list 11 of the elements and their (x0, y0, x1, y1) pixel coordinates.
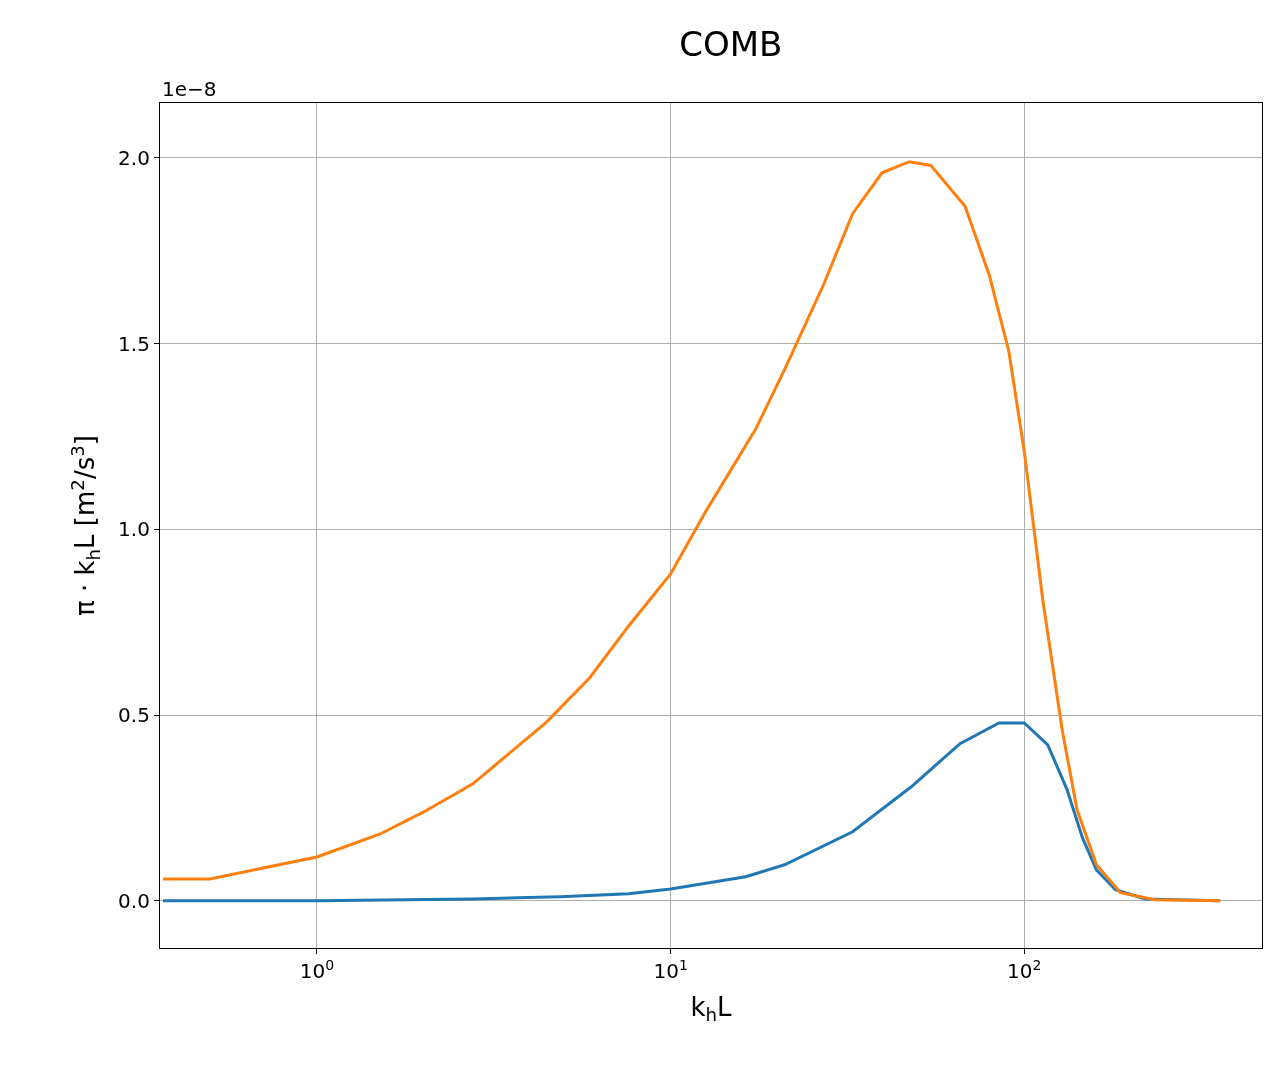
y-tick-label: 1.5 (118, 331, 150, 356)
y-tick-label: 1.0 (118, 517, 150, 542)
x-axis-title: k$_{h}$L (690, 991, 733, 1026)
x-tick-label: 10$^{0}$ (299, 956, 335, 984)
chart-title: COMB (679, 23, 783, 64)
y-tick-label: 0.5 (118, 703, 150, 728)
x-tick-label: 10$^{2}$ (1007, 956, 1042, 984)
x-tick-label: 10$^{1}$ (653, 956, 688, 984)
y-tick-label: 0.0 (118, 888, 150, 913)
text: 1e−8 (162, 77, 217, 101)
y-tick-label: 2.0 (118, 145, 150, 170)
